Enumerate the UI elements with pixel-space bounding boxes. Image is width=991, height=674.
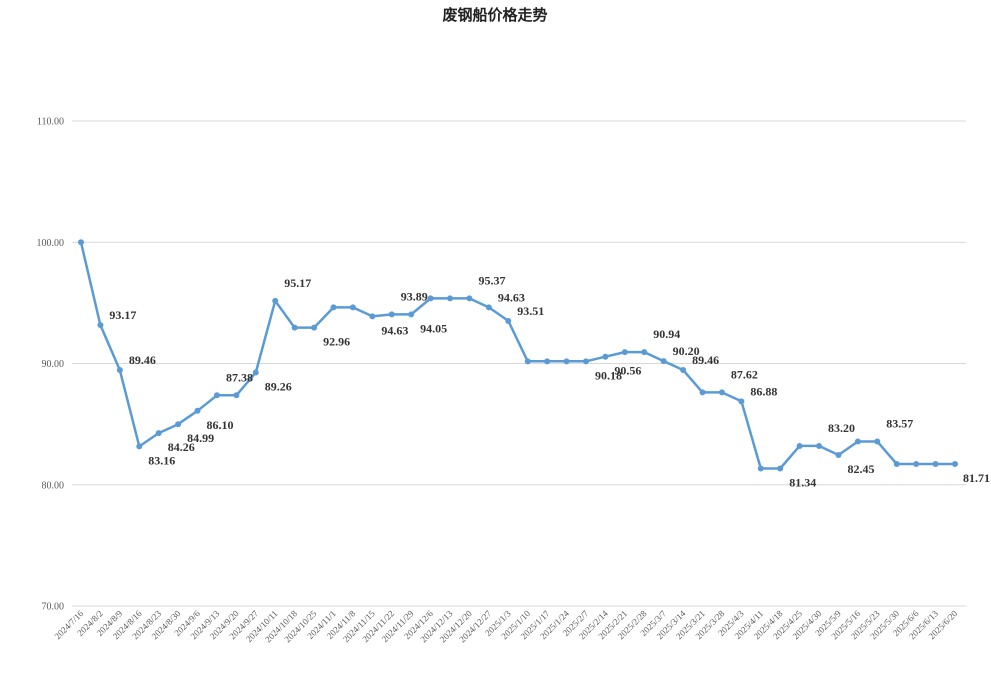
data-label: 94.63 [498, 290, 525, 304]
data-label: 90.20 [673, 344, 700, 358]
data-point [78, 239, 84, 246]
y-tick-label: 90.00 [42, 359, 65, 370]
data-label: 84.99 [187, 431, 214, 445]
data-point [563, 358, 570, 365]
data-label: 93.17 [109, 308, 136, 322]
data-point [718, 389, 725, 396]
data-point [136, 443, 143, 450]
data-point [252, 369, 259, 376]
data-label: 84.26 [168, 440, 195, 454]
data-point [427, 295, 434, 302]
data-point [175, 421, 182, 428]
data-label: 95.17 [284, 276, 311, 290]
data-point [213, 392, 220, 399]
data-label: 90.18 [595, 368, 622, 382]
data-label: 94.63 [381, 323, 408, 337]
data-label: 92.96 [323, 335, 350, 349]
data-label: 93.89 [401, 289, 428, 303]
data-point [330, 304, 337, 311]
data-point [408, 311, 415, 318]
data-label: 83.20 [828, 421, 855, 435]
x-axis-ticks: 2024/7/162024/8/22024/8/92024/8/162024/8… [53, 608, 960, 644]
data-label: 82.45 [847, 462, 874, 476]
data-point [777, 465, 784, 472]
data-point [311, 324, 318, 331]
data-point [388, 311, 395, 318]
data-point [582, 358, 589, 365]
gridlines [72, 120, 966, 607]
data-label: 86.88 [750, 384, 777, 398]
data-point [505, 317, 512, 324]
y-tick-label: 110.00 [37, 117, 64, 128]
data-point [913, 461, 920, 468]
data-point [757, 465, 764, 472]
y-axis-ticks: 70.00 80.00 90.00 100.00 110.00 [37, 117, 65, 613]
data-label: 94.05 [420, 321, 447, 335]
data-label: 89.26 [265, 379, 292, 393]
data-point [660, 358, 667, 365]
data-point [796, 442, 803, 449]
data-label: 83.16 [148, 453, 175, 467]
data-point [874, 438, 881, 445]
y-tick-label: 80.00 [42, 480, 65, 491]
data-point [835, 452, 842, 459]
data-point [738, 398, 745, 405]
data-label: 95.37 [478, 273, 505, 287]
data-label: 87.62 [731, 367, 758, 381]
data-label: 87.38 [226, 370, 253, 384]
data-point [641, 349, 648, 356]
data-label: 81.71 [963, 471, 990, 485]
y-tick-label: 100.00 [37, 238, 65, 249]
data-point [544, 358, 551, 365]
series-line [79, 242, 955, 470]
data-point [272, 297, 279, 304]
data-point [369, 313, 376, 320]
data-label: 90.56 [614, 364, 641, 378]
series-line-layer [79, 242, 955, 470]
data-point [854, 438, 861, 445]
data-label: 93.51 [517, 304, 544, 318]
data-point [699, 389, 706, 396]
data-point [97, 322, 104, 329]
data-label: 81.34 [789, 476, 816, 490]
data-point [524, 358, 531, 365]
data-point [952, 461, 958, 468]
data-label: 86.10 [207, 418, 234, 432]
data-point [447, 295, 454, 302]
data-label: 83.57 [886, 416, 913, 430]
data-point [485, 304, 492, 311]
data-point [893, 461, 900, 468]
data-point [932, 461, 939, 468]
data-point [291, 324, 298, 331]
data-point [816, 442, 823, 449]
data-point [680, 367, 687, 374]
data-point [233, 392, 240, 399]
data-point [621, 349, 628, 356]
data-point [194, 407, 201, 414]
data-label: 89.46 [129, 353, 156, 367]
data-label: 90.94 [653, 327, 680, 341]
data-label: 89.46 [692, 353, 719, 367]
data-point [602, 353, 609, 360]
chart-title: 废钢船价格走势 [442, 6, 547, 24]
y-tick-label: 70.00 [42, 602, 65, 613]
data-point [116, 367, 123, 374]
data-point [155, 430, 162, 437]
data-point [349, 304, 356, 311]
data-point [466, 295, 473, 302]
series-points [78, 239, 958, 472]
